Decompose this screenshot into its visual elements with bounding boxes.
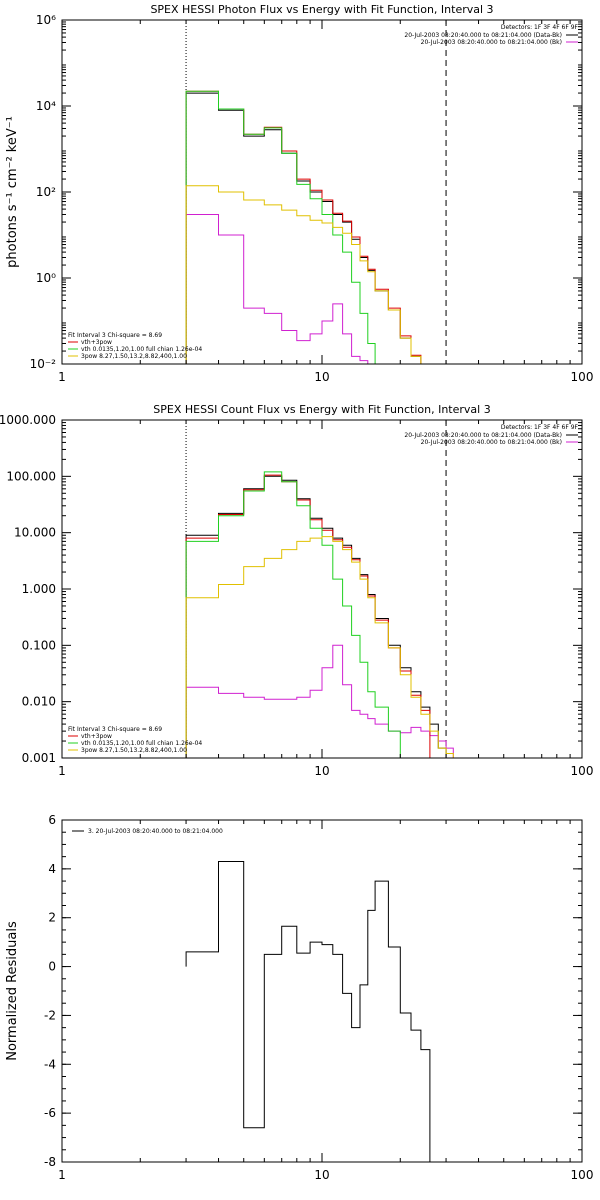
y-tick-label: 0 (48, 960, 56, 974)
x-tick-label: 10 (314, 1168, 329, 1182)
y-tick-label: 1.000 (22, 582, 56, 596)
y-tick-label: 0.100 (22, 638, 56, 652)
fit-legend-header: Fit Interval 3 Chi-square = 8.69 (68, 726, 162, 733)
detectors-label: Detectors: 1F 3F 4F 6F 9F (501, 24, 579, 31)
fit-legend-entry: 3pow 8.27,1.50,13.2,8.82,400,1.00 (81, 353, 187, 360)
x-tick-label: 10 (314, 370, 329, 384)
fit-legend-entry: 3pow 8.27,1.50,13.2,8.82,400,1.00 (81, 747, 187, 754)
y-tick-label: 10⁰ (36, 271, 56, 285)
series-group (185, 90, 479, 364)
y-tick-label: 1000.000 (0, 413, 56, 427)
residuals-chart: 1 10 100 -8 -6 -4 -2 0 2 4 6 Normalized Residuals 3.… (5, 813, 594, 1182)
header-line-text: 20-Jul-2003 08:20:40.000 to 08:21:04.000… (421, 439, 562, 446)
series-line-0 (185, 92, 454, 364)
y-axis-label: photons s⁻¹ cm⁻² keV⁻¹ (5, 116, 20, 268)
plot-frame (61, 819, 583, 1163)
series-line-1 (185, 644, 454, 758)
chart-title: SPEX HESSI Count Flux vs Energy with Fit… (153, 403, 490, 416)
detectors-label: Detectors: 1F 3F 4F 6F 9F (501, 424, 579, 431)
y-tick-label: -6 (44, 1106, 56, 1120)
x-tick-label: 1 (58, 1168, 66, 1182)
x-tick-label: 100 (571, 370, 594, 384)
y-tick-label: 6 (48, 813, 56, 827)
y-tick-label: -4 (44, 1057, 56, 1071)
series-line-4 (185, 536, 470, 758)
header-line-text: 20-Jul-2003 08:20:40.000 to 08:21:04.000… (404, 432, 562, 439)
series-line-1 (185, 214, 454, 364)
series-line-4 (185, 185, 479, 364)
header-line-text: 20-Jul-2003 08:20:40.000 to 08:21:04.000… (404, 32, 562, 39)
y-tick-label: -2 (44, 1008, 56, 1022)
series-line-3 (185, 471, 411, 758)
legend-label: 3. 20-Jul-2003 08:20:40.000 to 08:21:04.… (88, 828, 223, 835)
header-line-text: 20-Jul-2003 08:20:40.000 to 08:21:04.000… (421, 39, 562, 46)
y-axis-label: Normalized Residuals (5, 921, 20, 1061)
y-tick-label: 0.001 (22, 751, 56, 765)
y-tick-label: 10⁻² (30, 357, 57, 371)
count-flux-chart: SPEX HESSI Count Flux vs Energy with Fit… (0, 403, 594, 778)
x-tick-label: 100 (571, 764, 594, 778)
series-line-0 (185, 861, 431, 1162)
series-group (185, 861, 431, 1162)
fit-legend-entry: vth 0.0135,1.20,1.00 full chian 1.26e-04 (81, 740, 202, 747)
plot-frame (61, 419, 583, 759)
series-line-2 (185, 474, 431, 758)
y-tick-label: 10⁴ (36, 99, 56, 113)
fit-legend-entry: vth+3pow (81, 339, 112, 346)
fit-legend-entry: vth+3pow (81, 733, 112, 740)
y-tick-label: 10⁶ (36, 13, 56, 27)
y-tick-label: 4 (48, 862, 56, 876)
x-tick-label: 10 (314, 764, 329, 778)
y-tick-label: -8 (44, 1155, 56, 1169)
x-tick-label: 100 (571, 1168, 594, 1182)
y-tick-label: 0.010 (22, 695, 56, 709)
x-tick-label: 1 (58, 370, 66, 384)
y-tick-label: 10² (36, 185, 56, 199)
y-tick-label: 10.000 (14, 526, 56, 540)
chart-title: SPEX HESSI Photon Flux vs Energy with Fi… (150, 3, 493, 16)
x-tick-label: 1 (58, 764, 66, 778)
y-tick-label: 100.000 (6, 469, 56, 483)
fit-legend-header: Fit Interval 3 Chi-square = 8.69 (68, 332, 162, 339)
series-line-3 (185, 90, 421, 364)
series-group (185, 471, 470, 758)
series-line-0 (185, 475, 454, 758)
y-tick-label: 2 (48, 911, 56, 925)
fit-legend-entry: vth 0.0135,1.20,1.00 full chian 1.26e-04 (81, 346, 202, 353)
photon-flux-chart: SPEX HESSI Photon Flux vs Energy with Fi… (5, 3, 594, 384)
